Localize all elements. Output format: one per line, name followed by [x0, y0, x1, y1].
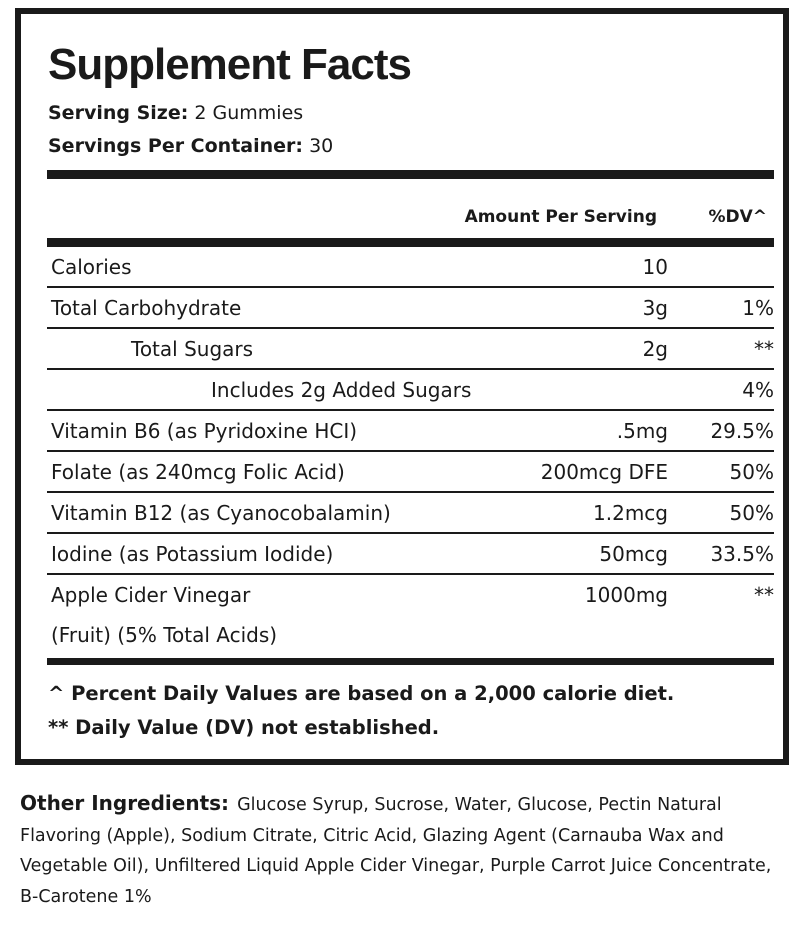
serving-size-label: Serving Size:	[48, 102, 189, 124]
other-ingredients-label: Other Ingredients:	[20, 791, 230, 815]
amount-value: 10	[642, 255, 668, 279]
dv-value: 29.5%	[710, 419, 774, 443]
table-row: Total Sugars 2g **	[47, 329, 774, 370]
nutrient-name: Includes 2g Added Sugars	[211, 378, 472, 402]
table-row: Vitamin B6 (as Pyridoxine HCI) .5mg 29.5%	[47, 411, 774, 452]
table-row: Includes 2g Added Sugars 4%	[47, 370, 774, 411]
dv-value: **	[754, 583, 774, 607]
nutrient-name: Folate (as 240mcg Folic Acid)	[51, 460, 345, 484]
title: Supplement Facts	[48, 40, 412, 89]
dv-value: 1%	[742, 296, 774, 320]
nutrient-name-detail: (Fruit) (5% Total Acids)	[51, 623, 278, 647]
other-ingredients: Other Ingredients: Glucose Syrup, Sucrose…	[20, 788, 790, 912]
amount-value: 1000mg	[584, 583, 668, 607]
other-ingredients-text: Glucose Syrup, Sucrose, Water, Glucose, …	[20, 795, 772, 907]
divider-thick	[47, 658, 774, 665]
table-row: Folate (as 240mcg Folic Acid) 200mcg DFE 5…	[47, 452, 774, 493]
nutrient-name: Total Sugars	[131, 337, 254, 361]
amount-value: 50mcg	[599, 542, 668, 566]
dv-header: %DV^	[708, 207, 767, 227]
divider-thick	[47, 170, 774, 179]
serving-size: Serving Size: 2 Gummies	[48, 102, 303, 124]
divider-thick	[47, 238, 774, 247]
servings-label: Servings Per Container:	[48, 135, 304, 157]
table-row: Vitamin B12 (as Cyanocobalamin) 1.2mcg 50%	[47, 493, 774, 534]
dv-value: 4%	[742, 378, 774, 402]
nutrient-name: Apple Cider Vinegar	[51, 583, 251, 607]
amount-value: .5mg	[616, 419, 668, 443]
amount-header: Amount Per Serving	[464, 207, 657, 227]
nutrient-name: Calories	[51, 255, 132, 279]
servings-per-container: Servings Per Container: 30	[48, 135, 333, 157]
nutrient-name: Vitamin B12 (as Cyanocobalamin)	[51, 501, 391, 525]
nutrient-name: Vitamin B6 (as Pyridoxine HCI)	[51, 419, 358, 443]
table-row: Apple Cider Vinegar (Fruit) (5% Total Aci…	[47, 575, 774, 656]
servings-value: 30	[309, 135, 334, 157]
dv-value: 50%	[729, 501, 774, 525]
footnote: ** Daily Value (DV) not established.	[48, 716, 440, 739]
nutrient-name: Total Carbohydrate	[51, 296, 242, 320]
table-row: Iodine (as Potassium Iodide) 50mcg 33.5%	[47, 534, 774, 575]
supplement-facts-panel: Supplement Facts Serving Size: 2 Gummies…	[15, 8, 789, 765]
dv-value: 50%	[729, 460, 774, 484]
table-row: Calories 10	[47, 247, 774, 288]
table-row: Total Carbohydrate 3g 1%	[47, 288, 774, 329]
dv-value: 33.5%	[710, 542, 774, 566]
amount-value: 2g	[642, 337, 668, 361]
nutrient-name: Iodine (as Potassium Iodide)	[51, 542, 334, 566]
footnote: ^ Percent Daily Values are based on a 2,…	[48, 682, 675, 705]
amount-value: 3g	[642, 296, 668, 320]
amount-value: 200mcg DFE	[540, 460, 668, 484]
dv-value: **	[754, 337, 774, 361]
serving-size-value: 2 Gummies	[194, 102, 304, 124]
amount-value: 1.2mcg	[593, 501, 668, 525]
